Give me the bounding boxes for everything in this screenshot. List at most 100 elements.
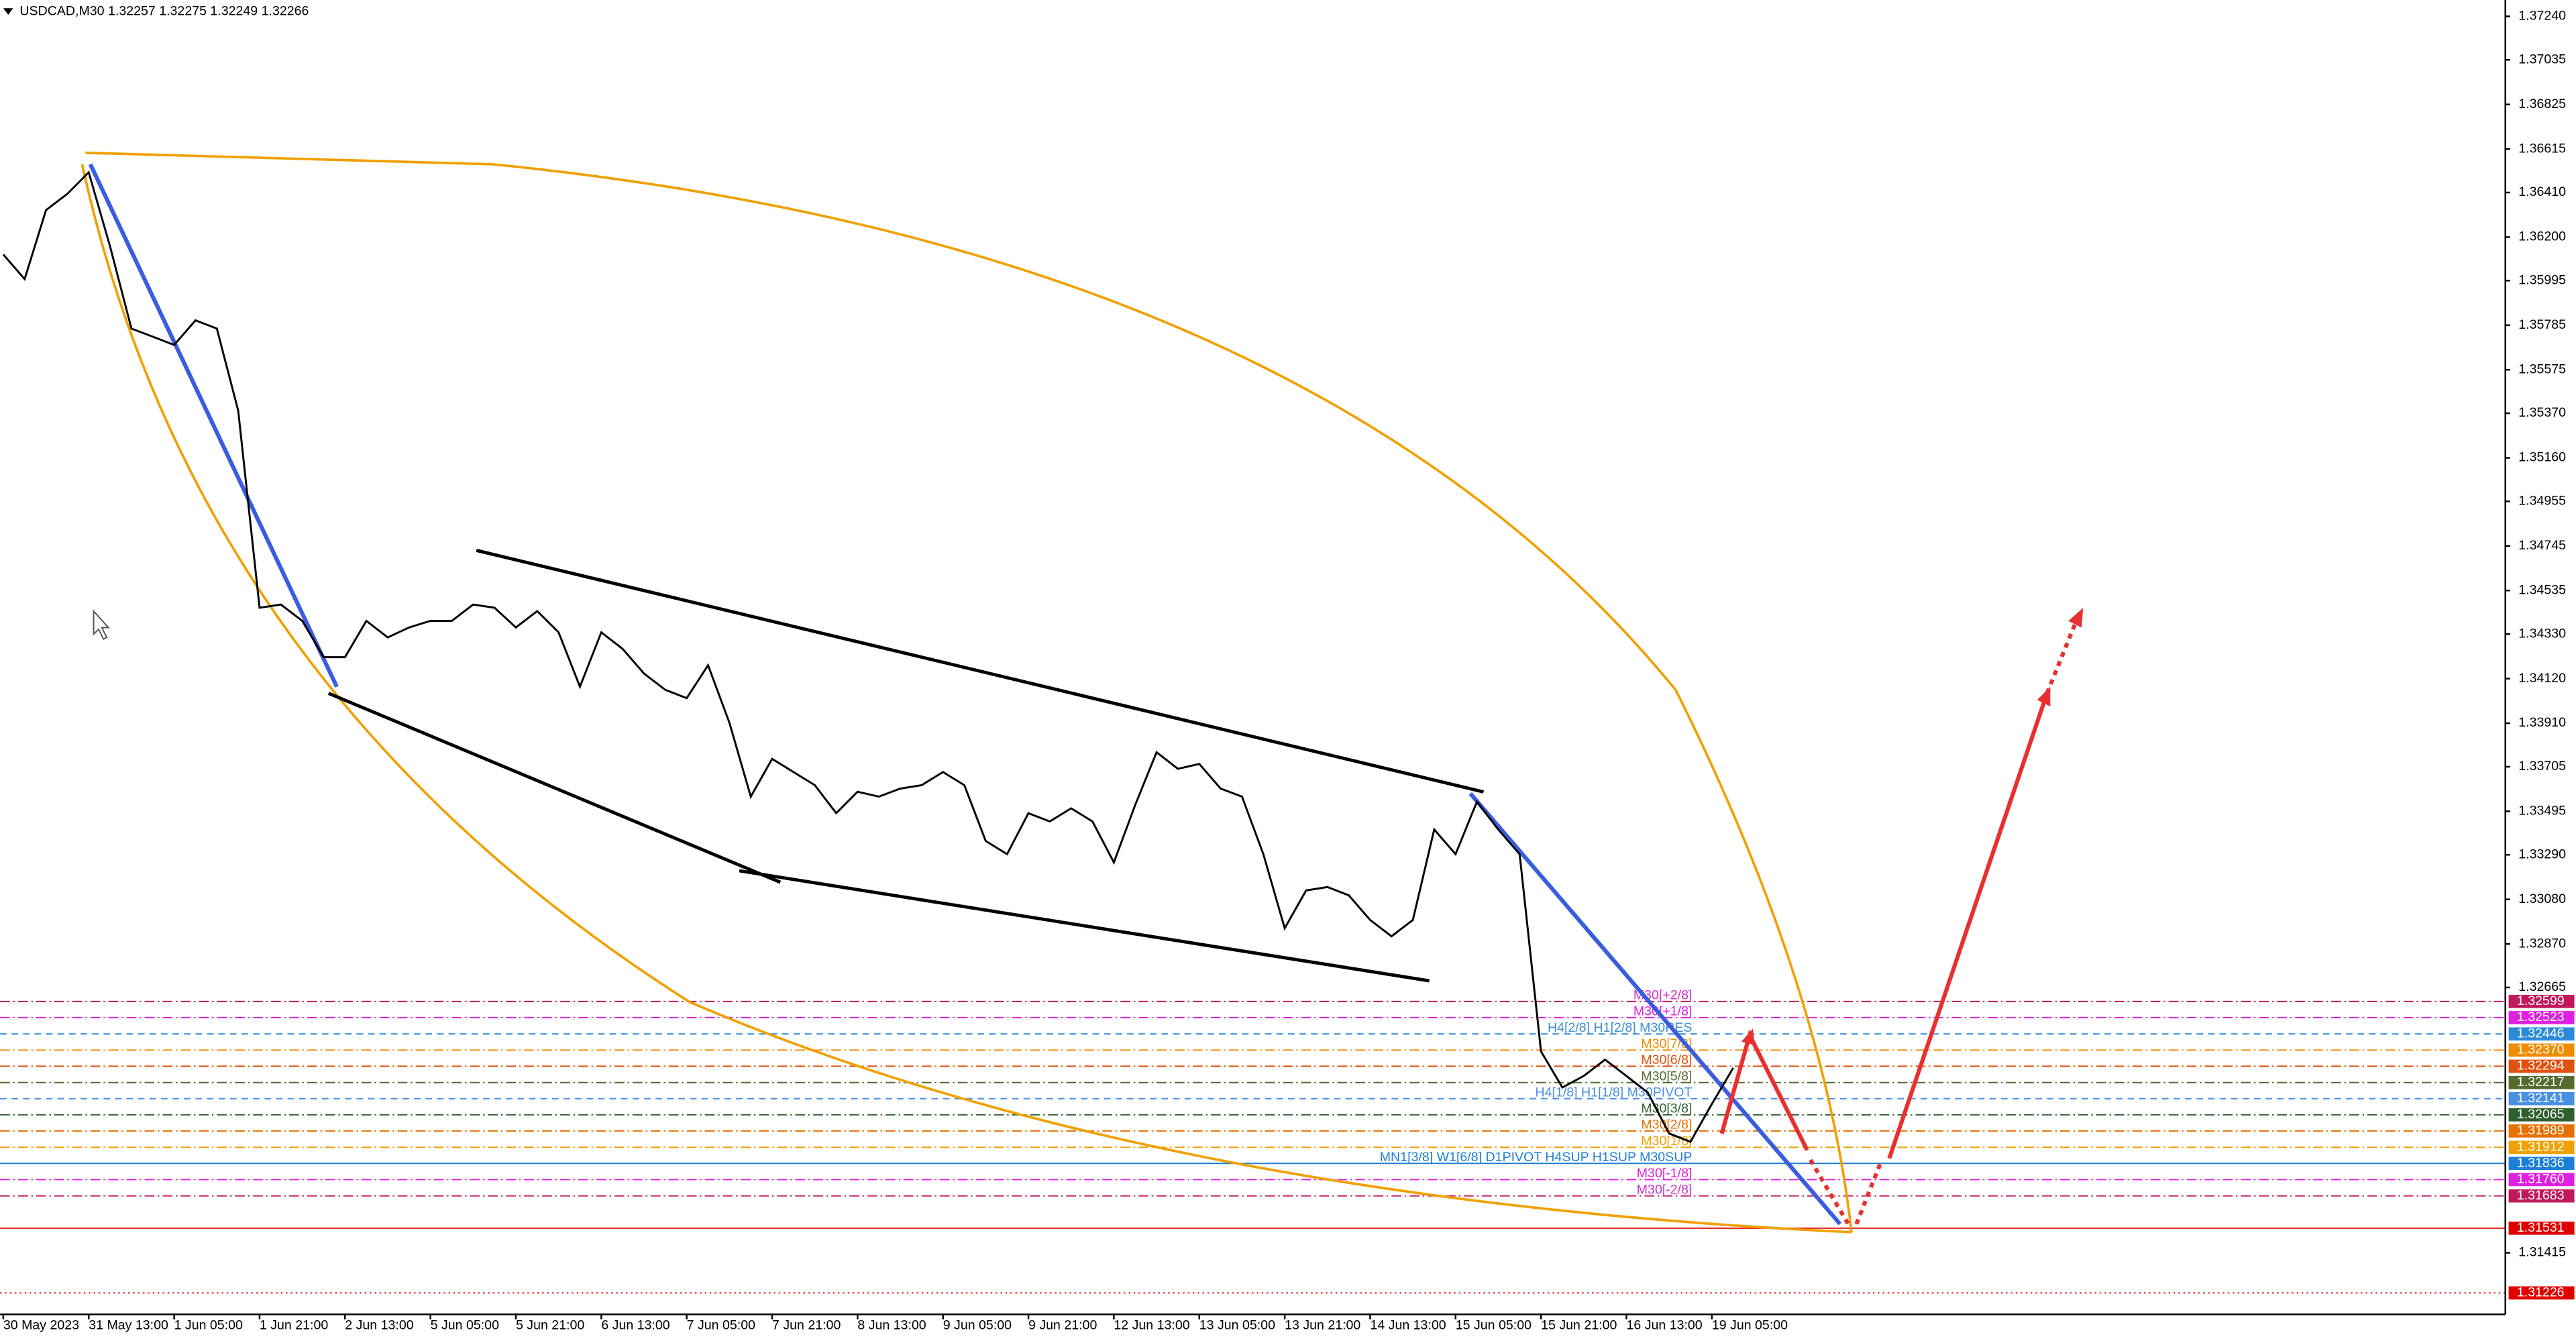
y-tick-label: 1.36615 (2518, 141, 2566, 156)
orange-arc (85, 151, 1853, 1233)
level-box (2508, 1124, 2575, 1138)
x-tick-label: 9 Jun 21:00 (1028, 1318, 1097, 1333)
level-text: M30[6/8] (1641, 1053, 1692, 1067)
x-tick-label: 13 Jun 21:00 (1285, 1318, 1360, 1333)
y-tick-label: 1.35160 (2518, 450, 2566, 465)
level-label: 1.32370 (2517, 1042, 2565, 1057)
x-tick-label: 12 Jun 13:00 (1114, 1318, 1189, 1333)
y-tick-label: 1.35785 (2518, 317, 2566, 332)
y-tick-label: 1.32665 (2518, 979, 2566, 994)
y-tick-label: 1.36200 (2518, 229, 2566, 244)
level-text: MN1[3/8] W1[6/8] D1PIVOT H4SUP H1SUP M30… (1380, 1150, 1693, 1165)
y-tick-label: 1.37035 (2518, 52, 2566, 66)
level-label: 1.32446 (2517, 1026, 2565, 1040)
forecast-arrow (1887, 697, 2047, 1159)
level-label: 1.32141 (2517, 1091, 2565, 1106)
y-tick-label: 1.33910 (2518, 715, 2566, 730)
level-box (2508, 1173, 2575, 1187)
level-text: M30[-2/8] (1637, 1182, 1693, 1197)
x-tick-label: 13 Jun 05:00 (1199, 1318, 1275, 1333)
trend-line (88, 163, 339, 688)
x-tick-label: 5 Jun 21:00 (516, 1318, 584, 1333)
x-tick-label: 16 Jun 13:00 (1626, 1318, 1702, 1333)
x-tick-label: 1 Jun 05:00 (174, 1318, 243, 1333)
level-text: M30[-1/8] (1637, 1166, 1693, 1181)
level-text: M30[2/8] (1641, 1117, 1692, 1132)
level-box (2508, 1011, 2575, 1024)
x-tick-label: 8 Jun 13:00 (857, 1318, 926, 1333)
channel-line (739, 869, 1430, 983)
y-tick-label: 1.37240 (2518, 9, 2566, 23)
level-label: 1.32523 (2517, 1010, 2565, 1024)
y-tick-label: 1.34745 (2518, 538, 2566, 553)
x-tick-label: 2 Jun 13:00 (345, 1318, 413, 1333)
level-box (2508, 1286, 2575, 1300)
x-tick-label: 5 Jun 05:00 (431, 1318, 499, 1333)
channel-line (327, 692, 782, 884)
y-tick-label: 1.33495 (2518, 804, 2566, 818)
chart-title: USDCAD,M30 1.32257 1.32275 1.32249 1.322… (19, 3, 309, 18)
x-tick-label: 15 Jun 21:00 (1541, 1318, 1617, 1333)
y-tick-label: 1.33290 (2518, 847, 2566, 861)
x-tick-label: 15 Jun 05:00 (1456, 1318, 1532, 1333)
y-tick-label: 1.32870 (2518, 936, 2566, 951)
level-label: 1.32217 (2517, 1075, 2565, 1089)
level-text: H4[1/8] H1[1/8] M30PIVOT (1536, 1085, 1693, 1100)
forecast-arrow (1854, 1161, 1883, 1225)
y-tick-label: 1.35575 (2518, 362, 2566, 376)
drawings (80, 151, 2084, 1234)
level-label: 1.32294 (2517, 1059, 2565, 1073)
level-box (2508, 1075, 2575, 1089)
level-label: 1.32065 (2517, 1107, 2565, 1122)
level-box (2508, 1027, 2575, 1041)
level-label: 1.31836 (2517, 1155, 2565, 1170)
level-text: M30[1/8] (1641, 1134, 1692, 1148)
y-tick-label: 1.34120 (2518, 671, 2566, 686)
plot (2, 170, 1734, 1143)
channel-line (476, 549, 1484, 794)
forecast-arrow (2045, 615, 2080, 694)
level-label: 1.31683 (2517, 1188, 2565, 1203)
x-tick-label: 6 Jun 13:00 (601, 1318, 669, 1333)
menu-icon[interactable] (3, 8, 13, 15)
level-box (2508, 1222, 2575, 1235)
y-tick-label: 1.35370 (2518, 405, 2566, 420)
level-box (2508, 1140, 2575, 1155)
level-box (2508, 1189, 2575, 1203)
trend-line (1468, 792, 1842, 1226)
level-box (2508, 1043, 2575, 1057)
level-box (2508, 1091, 2575, 1106)
levels: 1.32599M30[+2/8]1.32523M30[+1/8]1.32446H… (0, 987, 2575, 1299)
arrow-head (1741, 1028, 1755, 1045)
level-box (2508, 1157, 2575, 1171)
arrow-head (2037, 686, 2051, 707)
y-tick-label: 1.34955 (2518, 494, 2566, 508)
cursor (93, 609, 110, 641)
arrow-head (2068, 608, 2084, 628)
level-text: M30[3/8] (1641, 1101, 1692, 1116)
level-text: H4[2/8] H1[2/8] M30RES (1548, 1020, 1692, 1035)
x-tick-label: 31 May 13:00 (89, 1318, 168, 1333)
level-text: M30[5/8] (1641, 1069, 1692, 1083)
level-label: 1.31531 (2517, 1220, 2565, 1235)
level-label: 1.31226 (2517, 1285, 2565, 1299)
level-text: M30[+1/8] (1633, 1004, 1693, 1019)
level-label: 1.32599 (2517, 994, 2565, 1008)
level-label: 1.31912 (2517, 1139, 2565, 1154)
y-tick-label: 1.35995 (2518, 272, 2566, 287)
y-tick-label: 1.33705 (2518, 759, 2566, 773)
y-tick-label: 1.33080 (2518, 892, 2566, 906)
level-box (2508, 1108, 2575, 1122)
x-tick-label: 1 Jun 21:00 (260, 1318, 328, 1333)
y-tick-label: 1.34330 (2518, 626, 2566, 641)
y-tick-label: 1.31415 (2518, 1245, 2566, 1260)
y-tick-label: 1.34535 (2518, 582, 2566, 597)
x-tick-label: 14 Jun 13:00 (1370, 1318, 1446, 1333)
forecast-arrow (1809, 1159, 1850, 1226)
y-tick-label: 1.36410 (2518, 184, 2566, 199)
y-tick-label: 1.36825 (2518, 97, 2566, 111)
price-line (2, 170, 1734, 1143)
level-label: 1.31989 (2517, 1123, 2565, 1138)
